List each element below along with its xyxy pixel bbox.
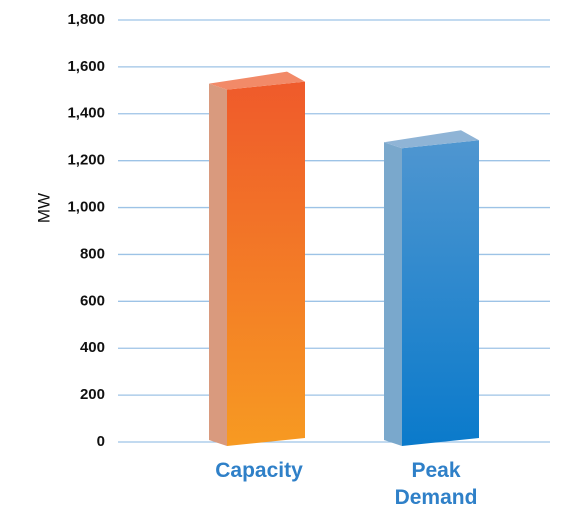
bar-front-face [402, 140, 479, 446]
bar-side-face [209, 83, 227, 447]
gridlines [118, 19, 550, 443]
x-category-label: Peak Demand [395, 459, 478, 509]
y-tick-label: 400 [80, 339, 105, 356]
y-tick-label: 600 [80, 292, 105, 309]
y-tick-label: 1,200 [67, 152, 105, 169]
y-tick-label: 200 [80, 386, 105, 403]
bars [209, 71, 479, 447]
y-tick-label: 800 [80, 245, 105, 262]
x-axis-labels: Capacity Peak Demand [215, 459, 477, 509]
x-category-label: Capacity [215, 459, 303, 482]
bar-side-face [384, 142, 402, 446]
y-tick-label: 1,600 [67, 58, 105, 75]
y-tick-label: 1,000 [67, 199, 105, 216]
bar-0 [209, 71, 305, 447]
y-tick-label: 1,800 [67, 11, 105, 28]
bar-top-face [209, 71, 305, 90]
y-tick-label: 0 [97, 433, 105, 450]
bar-top-face [384, 130, 479, 149]
y-tick-label: 1,400 [67, 105, 105, 122]
y-axis-ticks: 0 200 400 600 800 1,000 1,200 1,400 1,600 1,800 [67, 11, 105, 450]
bar-1 [384, 130, 479, 446]
bar-front-face [227, 81, 305, 447]
y-axis-title: MW [34, 193, 53, 223]
